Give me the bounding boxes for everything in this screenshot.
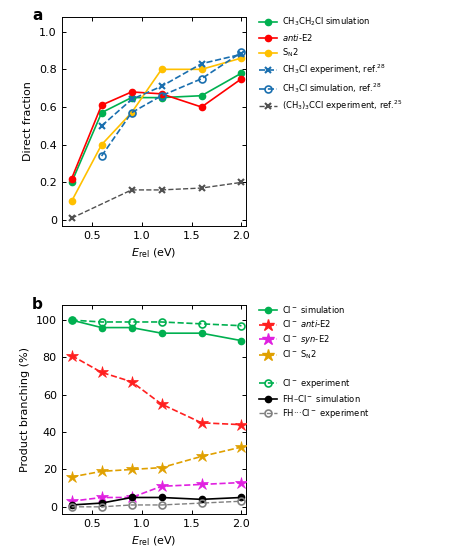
Y-axis label: Product branching (%): Product branching (%) (20, 347, 30, 472)
X-axis label: $E_\mathrm{rel}$ (eV): $E_\mathrm{rel}$ (eV) (131, 246, 177, 260)
Legend: Cl$^-$ simulation, Cl$^-$ $\it{anti}$-E2, Cl$^-$ $\it{syn}$-E2, Cl$^-$ S$_\mathr: Cl$^-$ simulation, Cl$^-$ $\it{anti}$-E2… (255, 301, 373, 424)
Text: b: b (32, 297, 43, 312)
Legend: CH$_3$CH$_2$Cl simulation, $\it{anti}$-E2, S$_\mathrm{N}$2, CH$_3$Cl experiment,: CH$_3$CH$_2$Cl simulation, $\it{anti}$-E… (255, 12, 405, 117)
Y-axis label: Direct fraction: Direct fraction (23, 81, 34, 161)
Text: a: a (32, 8, 42, 23)
X-axis label: $E_\mathrm{rel}$ (eV): $E_\mathrm{rel}$ (eV) (131, 535, 177, 549)
